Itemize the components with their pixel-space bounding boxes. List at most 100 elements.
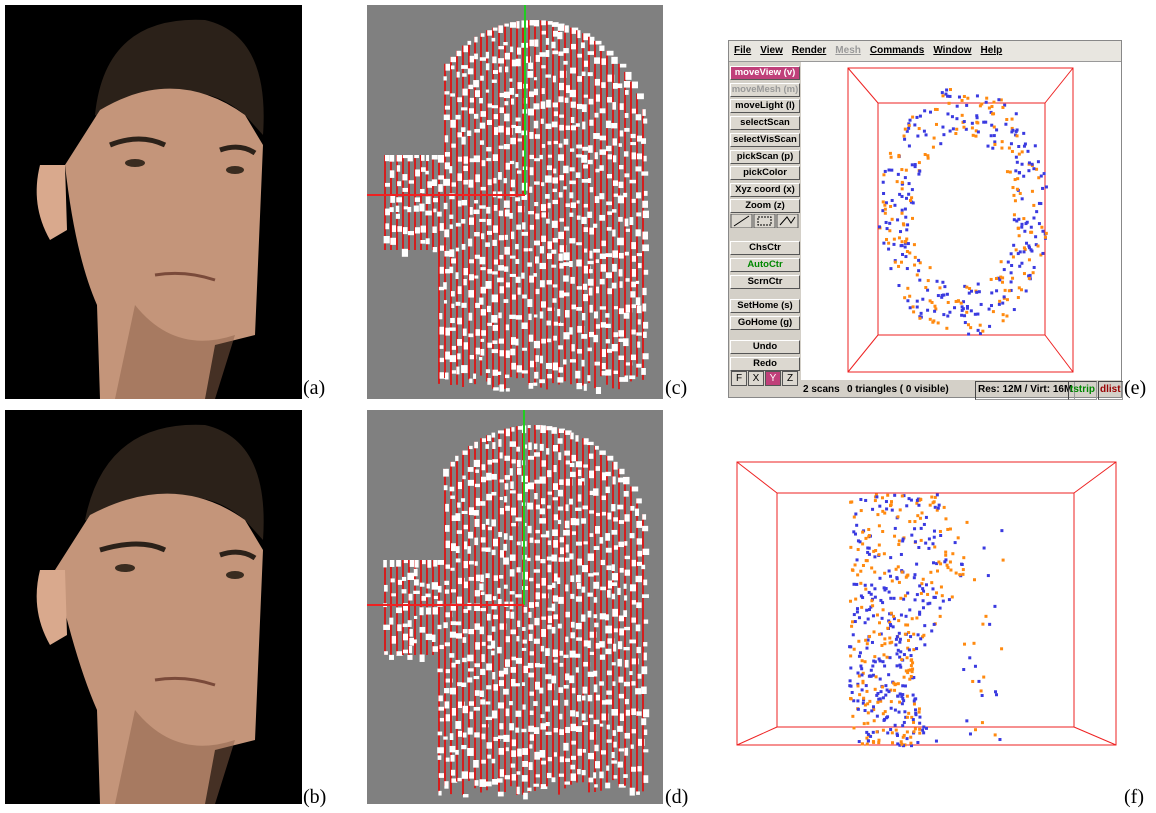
menu-item[interactable]: View	[760, 45, 783, 56]
scan-point	[444, 688, 449, 693]
scan-point	[499, 211, 503, 217]
cloud-point	[1002, 559, 1005, 562]
scan-point	[638, 263, 642, 268]
panel-label: (c)	[665, 377, 687, 400]
cloud-point	[886, 627, 889, 630]
menu-item[interactable]: Help	[981, 45, 1003, 56]
scan-point	[450, 93, 455, 96]
bbox	[1074, 727, 1116, 745]
tool-button[interactable]: SetHome (s)	[730, 299, 800, 313]
scan-point	[554, 465, 557, 472]
cloud-point	[891, 741, 894, 744]
axis-button[interactable]: X	[748, 371, 764, 386]
menu-item[interactable]: Commands	[870, 45, 924, 56]
status-text: Res: 12M / Virt: 16M	[975, 381, 1075, 400]
cloud-point	[873, 655, 876, 658]
scan-point	[630, 506, 634, 511]
scan-point	[631, 618, 636, 623]
scan-point	[455, 456, 458, 461]
scan-point	[397, 165, 400, 171]
scan-point	[462, 244, 466, 250]
scan-point	[582, 696, 585, 701]
scan-point	[492, 433, 496, 438]
scan-point	[612, 209, 616, 213]
scan-point	[427, 560, 431, 568]
scan-point	[464, 541, 467, 549]
tool-button[interactable]: selectVisScan	[730, 133, 800, 147]
scan-point	[617, 505, 623, 510]
tool-button[interactable]: moveLight (l)	[730, 99, 800, 113]
cloud-point	[851, 620, 854, 623]
scan-point	[480, 669, 485, 675]
scan-point	[570, 463, 575, 467]
cloud-point	[917, 546, 920, 549]
scan-point	[511, 232, 514, 240]
cloud-point	[933, 623, 936, 626]
tool-button[interactable]: Undo	[730, 340, 800, 354]
tool-button[interactable]: ScrnCtr	[730, 275, 800, 289]
scan-point	[461, 498, 465, 502]
cloud-point	[943, 506, 946, 509]
scan-point	[572, 531, 576, 535]
tool-button[interactable]: Redo	[730, 357, 800, 371]
scan-point	[468, 629, 474, 634]
scan-point	[600, 724, 603, 727]
scan-point	[558, 323, 563, 326]
scan-point	[487, 343, 492, 348]
scan-point	[498, 58, 504, 63]
scan-point	[593, 133, 600, 139]
tool-button[interactable]: pickScan (p)	[730, 150, 800, 164]
scan-point	[506, 747, 509, 751]
tool-icons[interactable]	[730, 214, 800, 228]
scan-point	[605, 614, 609, 620]
axis-button[interactable]: F	[731, 371, 747, 386]
menu-item[interactable]: Mesh	[835, 45, 861, 56]
scan-point	[481, 33, 485, 37]
cloud-point	[878, 621, 881, 624]
scan-point	[464, 525, 469, 529]
tool-button[interactable]: moveView (v)	[730, 66, 800, 80]
scan-point	[535, 134, 540, 139]
tool-button[interactable]: ChsCtr	[730, 241, 800, 255]
scan-point	[590, 187, 593, 192]
menu-item[interactable]: Window	[933, 45, 971, 56]
axis-button[interactable]: Z	[782, 371, 798, 386]
scan-point	[509, 701, 513, 705]
cloud-point	[886, 656, 889, 659]
cloud-point	[981, 721, 984, 724]
scan-point	[606, 487, 610, 493]
scan-point	[474, 538, 478, 546]
tool-button[interactable]: AutoCtr	[730, 258, 800, 272]
tool-button[interactable]: selectScan	[730, 116, 800, 130]
scan-point	[552, 51, 559, 55]
scan-point	[451, 144, 456, 148]
tool-button[interactable]: Zoom (z)	[730, 199, 800, 213]
menu-item[interactable]: File	[734, 45, 751, 56]
tool-button[interactable]: GoHome (g)	[730, 316, 800, 330]
scan-point	[474, 275, 478, 278]
cloud-point	[855, 583, 858, 586]
scan-point	[529, 155, 534, 159]
scan-point	[641, 368, 646, 375]
cloud-point	[865, 690, 868, 693]
scan-point	[506, 324, 509, 330]
cloud-point	[882, 712, 885, 715]
scan-point	[563, 252, 569, 260]
scan-point	[444, 251, 450, 257]
cloud-point	[954, 541, 957, 544]
cloud-point	[898, 711, 901, 714]
scan-point	[463, 166, 468, 171]
tool-button[interactable]: pickColor	[730, 166, 800, 180]
cloud-point	[870, 599, 873, 602]
scan-point	[618, 330, 624, 337]
tool-button[interactable]: Xyz coord (x)	[730, 183, 800, 197]
scan-point	[528, 673, 534, 678]
axis-button[interactable]: Y	[765, 371, 781, 386]
tool-button[interactable]: moveMesh (m)	[730, 83, 800, 97]
menu-item[interactable]: Render	[792, 45, 826, 56]
scan-point	[446, 758, 450, 762]
cloud-point	[922, 634, 925, 637]
scan-point	[455, 721, 461, 729]
scan-point	[623, 647, 629, 650]
scan-point	[510, 490, 516, 493]
